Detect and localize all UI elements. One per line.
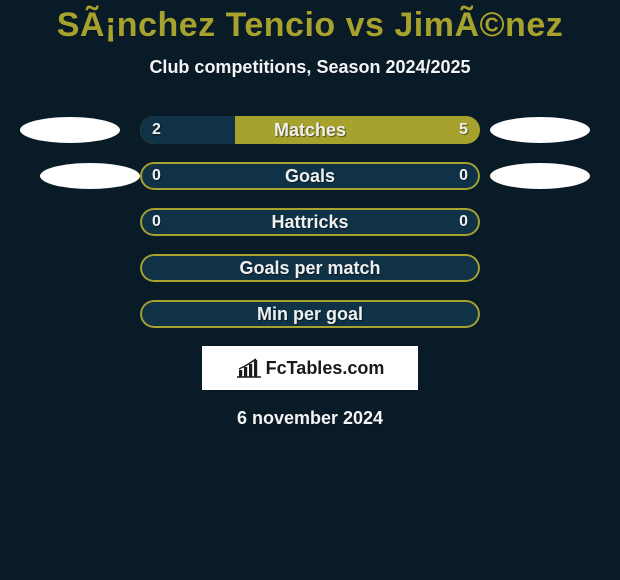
page-title: SÃ¡nchez Tencio vs JimÃ©nez xyxy=(57,6,563,45)
site-logo-text: FcTables.com xyxy=(266,358,385,379)
stat-bar: Goals per match xyxy=(140,254,480,282)
page-subtitle: Club competitions, Season 2024/2025 xyxy=(149,57,470,78)
player-a-avatar xyxy=(20,117,120,143)
stat-value-left: 0 xyxy=(140,208,173,236)
stat-label: Hattricks xyxy=(140,208,480,236)
stat-bar: Hattricks0 0 xyxy=(140,208,480,236)
stat-label: Goals xyxy=(140,162,480,190)
stat-row: Matches2 5 xyxy=(0,116,620,144)
stat-row: Goals per match xyxy=(0,254,620,282)
stat-row: Goals0 0 xyxy=(0,162,620,190)
stat-bar: Matches2 5 xyxy=(140,116,480,144)
bar-chart-icon xyxy=(236,358,262,378)
stat-value-right: 0 xyxy=(447,208,480,236)
site-logo: FcTables.com xyxy=(202,346,418,390)
stat-value-right: 5 xyxy=(447,116,480,144)
stat-label: Min per goal xyxy=(140,300,480,328)
player-b-avatar xyxy=(490,117,590,143)
stat-row: Hattricks0 0 xyxy=(0,208,620,236)
footer-date: 6 november 2024 xyxy=(237,408,383,429)
player-b-avatar xyxy=(490,163,590,189)
stat-bar: Goals0 0 xyxy=(140,162,480,190)
stat-value-right: 0 xyxy=(447,162,480,190)
player-a-avatar xyxy=(40,163,140,189)
page-root: SÃ¡nchez Tencio vs JimÃ©nez Club competi… xyxy=(0,0,620,580)
stat-label: Matches xyxy=(140,116,480,144)
stat-label: Goals per match xyxy=(140,254,480,282)
stat-bar: Min per goal xyxy=(140,300,480,328)
stat-row: Min per goal xyxy=(0,300,620,328)
stat-rows: Matches25Goals00Hattricks00Goals per mat… xyxy=(0,116,620,328)
stat-value-left: 2 xyxy=(140,116,173,144)
stat-value-left: 0 xyxy=(140,162,173,190)
